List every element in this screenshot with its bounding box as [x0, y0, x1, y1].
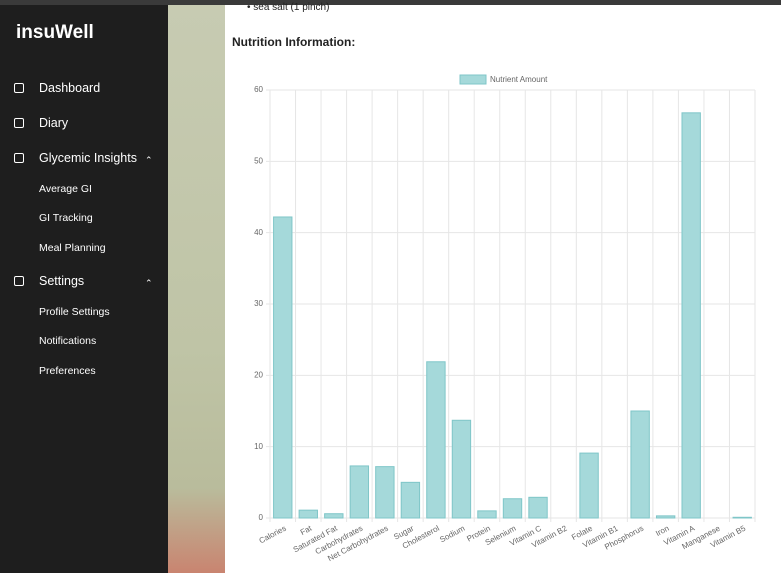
y-tick-label: 30	[254, 299, 263, 308]
bar	[502, 498, 523, 519]
ingredient-item: • sea salt (1 pinch)	[247, 2, 330, 13]
nav-item[interactable]: GI Tracking	[39, 212, 93, 224]
y-tick-label: 20	[254, 370, 263, 379]
legend-label: Nutrient Amount	[490, 75, 548, 84]
nav-icon	[14, 276, 24, 286]
bar	[528, 496, 548, 519]
nav-item[interactable]: Glycemic Insights	[39, 151, 137, 165]
background-image	[168, 5, 225, 573]
bar	[273, 216, 293, 519]
top-bar	[0, 0, 781, 5]
bar	[298, 509, 318, 519]
bar	[681, 112, 701, 519]
nav-item[interactable]: Profile Settings	[39, 306, 110, 318]
bar	[477, 510, 497, 519]
bar	[655, 515, 676, 519]
x-tick-label: Sodium	[438, 524, 466, 545]
y-tick-label: 40	[254, 228, 263, 237]
ingredient-text: sea salt (1 pinch)	[253, 2, 330, 13]
nav-item[interactable]: Preferences	[39, 365, 96, 377]
expand-caret[interactable]: ⌃	[145, 155, 153, 165]
brand[interactable]: insuWell	[16, 22, 94, 43]
bar	[732, 516, 752, 519]
y-tick-label: 0	[259, 513, 264, 522]
bar	[400, 481, 421, 519]
x-tick-label: Calories	[258, 524, 288, 546]
nav-icon	[14, 153, 24, 163]
bar	[324, 513, 344, 519]
legend-swatch	[459, 74, 487, 85]
section-heading: Nutrition Information:	[232, 35, 356, 49]
nav-item[interactable]: Average GI	[39, 183, 92, 195]
nav-item[interactable]: Dashboard	[39, 81, 101, 95]
sidebar: insuWell Dashboard Diary Glycemic Insights…	[0, 5, 168, 573]
nav-icon	[14, 83, 24, 93]
nav-item[interactable]: Notifications	[39, 335, 97, 347]
nav-item[interactable]: Meal Planning	[39, 242, 106, 254]
bar	[451, 419, 472, 519]
bar	[630, 410, 650, 519]
bar	[349, 465, 370, 519]
y-tick-label: 10	[254, 442, 263, 451]
y-tick-label: 60	[254, 85, 263, 94]
bar	[426, 361, 446, 519]
y-tick-label: 50	[254, 156, 263, 165]
nav-icon	[14, 118, 24, 128]
bar	[579, 452, 599, 519]
nav-item[interactable]: Settings	[39, 274, 85, 288]
nav-item[interactable]: Diary	[39, 116, 69, 130]
bar	[375, 466, 395, 519]
expand-caret[interactable]: ⌃	[145, 278, 153, 288]
